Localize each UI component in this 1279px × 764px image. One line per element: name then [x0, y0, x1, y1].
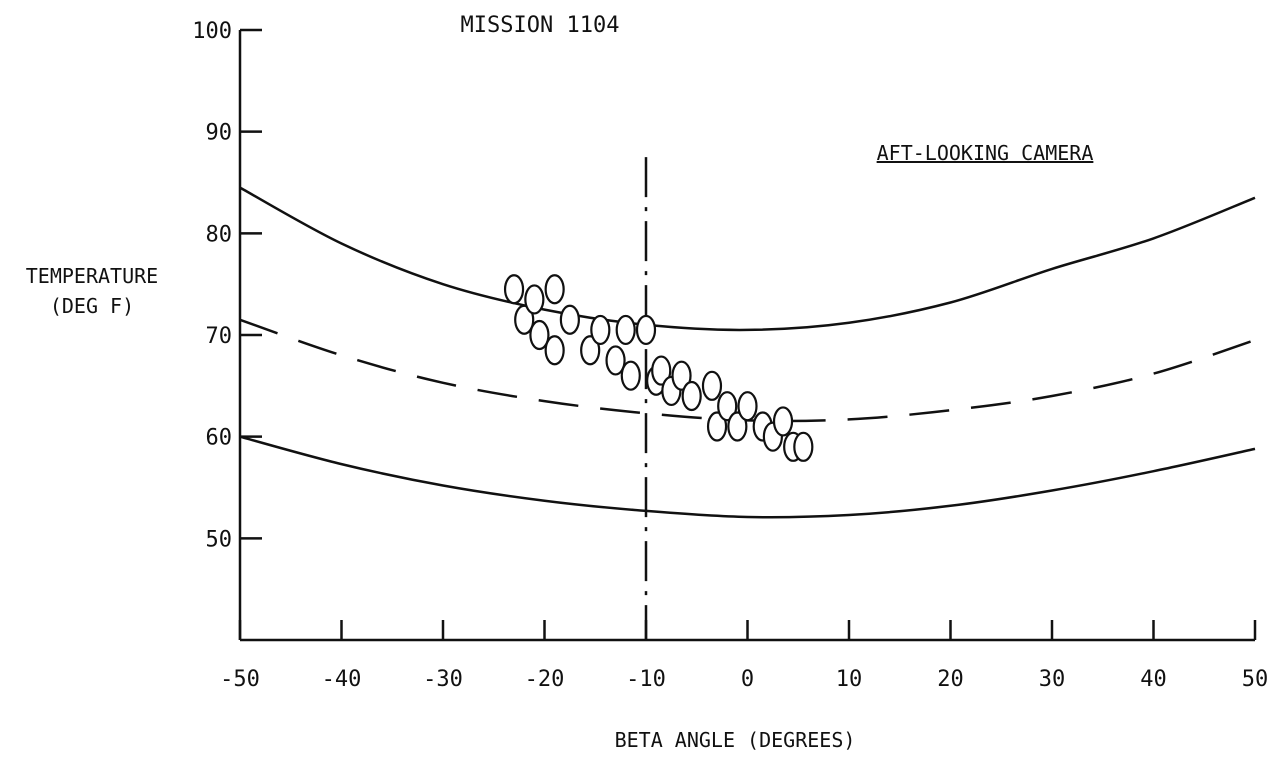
data-point	[503, 274, 525, 305]
data-point	[529, 319, 550, 351]
lower-limit-curve	[239, 435, 1256, 519]
y-ticks: 50 60 70 80 90 100	[192, 19, 262, 552]
y-axis-title-line2: (DEG F)	[50, 294, 134, 318]
y-tick-label: 50	[206, 527, 233, 552]
annotation-label: AFT-LOOKING CAMERA	[877, 141, 1094, 165]
data-point	[727, 411, 748, 442]
x-ticks: -50 -40 -30 -20 -10 0 10 20 30 40 50	[220, 620, 1268, 692]
x-tick-label: 50	[1242, 667, 1269, 692]
data-point	[590, 314, 611, 346]
x-tick-label: 30	[1039, 667, 1066, 692]
x-tick-label: 20	[937, 667, 964, 692]
data-point	[620, 360, 641, 391]
x-tick-label: -50	[220, 667, 260, 692]
y-tick-label: 80	[206, 222, 233, 247]
data-point	[717, 391, 738, 422]
data-point	[651, 355, 672, 386]
y-tick-label: 90	[206, 121, 233, 146]
data-point	[615, 314, 636, 346]
curves	[239, 186, 1256, 519]
y-tick-label: 60	[206, 426, 233, 451]
data-point	[706, 411, 728, 442]
y-tick-label: 100	[192, 19, 232, 44]
data-point	[605, 345, 626, 376]
x-tick-label: 10	[836, 667, 863, 692]
x-tick-label: -20	[525, 667, 565, 692]
x-tick-label: -10	[626, 667, 666, 692]
data-point	[514, 304, 535, 335]
x-tick-label: -40	[322, 667, 362, 692]
data-point	[772, 406, 794, 437]
y-axis-title-line1: TEMPERATURE	[26, 264, 158, 288]
chart-title: MISSION 1104	[461, 13, 620, 38]
data-point	[737, 391, 758, 422]
data-point	[681, 380, 702, 412]
x-tick-label: -30	[423, 667, 463, 692]
data-point	[559, 304, 580, 335]
y-tick-label: 70	[206, 324, 233, 349]
data-point	[793, 431, 814, 462]
axes	[238, 30, 1255, 642]
data-point	[701, 370, 723, 401]
data-point	[635, 314, 657, 346]
data-point	[544, 274, 565, 305]
data-point	[671, 360, 692, 391]
data-point	[580, 335, 601, 366]
x-tick-label: 0	[741, 667, 754, 692]
data-markers	[503, 274, 814, 462]
data-point	[544, 335, 565, 366]
x-axis-title: BETA ANGLE (DEGREES)	[615, 728, 856, 752]
x-tick-label: 40	[1140, 667, 1167, 692]
upper-limit-curve	[239, 186, 1256, 332]
data-point	[524, 284, 545, 315]
